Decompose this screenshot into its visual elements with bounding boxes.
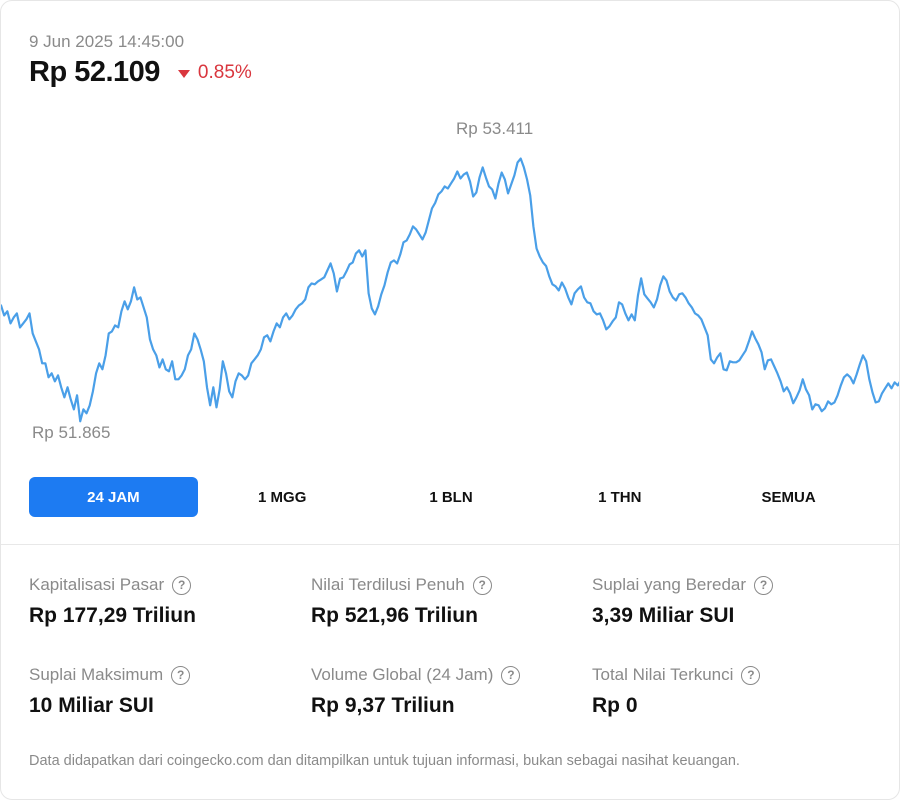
tab-1-thn[interactable]: 1 THN [598,488,642,506]
price-line [1,157,899,423]
stat-label: Total Nilai Terkunci [592,665,734,684]
price-change: 0.85% [177,61,252,84]
caret-down-icon [177,69,190,78]
price-change-percent: 0.85% [197,61,252,83]
price-chart[interactable] [1,101,899,451]
price-chart-svg [1,157,899,423]
stat-label: Kapitalisasi Pasar [29,575,165,594]
stat-value: Rp 521,96 Triliun [311,604,478,627]
price-timestamp: 9 Jun 2025 14:45:00 [29,32,185,51]
question-circle-icon[interactable]: ? [501,665,521,685]
timeframe-tabs: 24 JAM 1 MGG 1 BLN 1 THN SEMUA [29,477,873,517]
stat-label: Suplai yang Beredar [592,575,747,594]
price-row: Rp 52.109 0.85% [29,56,252,89]
stat-value: Rp 0 [592,694,638,717]
stat-value: Rp 177,29 Triliun [29,604,196,627]
tab-24-jam[interactable]: 24 JAM [29,477,198,517]
stat-max-supply: Suplai Maksimum ? 10 Miliar SUI [29,665,299,718]
disclaimer: Data didapatkan dari coingecko.com dan d… [29,753,740,769]
question-circle-icon[interactable]: ? [741,665,761,685]
stat-label: Suplai Maksimum [29,665,164,684]
stat-value: Rp 9,37 Triliun [311,694,455,717]
tab-semua[interactable]: SEMUA [761,488,816,506]
tab-1-mgg[interactable]: 1 MGG [258,488,307,506]
chart-low-label: Rp 51.865 [32,423,111,442]
stat-global-volume: Volume Global (24 Jam) ? Rp 9,37 Triliun [311,665,581,718]
stat-fully-diluted: Nilai Terdilusi Penuh ? Rp 521,96 Triliu… [311,575,581,628]
question-circle-icon[interactable]: ? [171,665,191,685]
divider [1,544,899,545]
stat-value: 10 Miliar SUI [29,694,154,717]
question-circle-icon[interactable]: ? [472,575,492,595]
stat-total-value-locked: Total Nilai Terkunci ? Rp 0 [592,665,862,718]
question-circle-icon[interactable]: ? [172,575,192,595]
tab-1-bln[interactable]: 1 BLN [429,488,473,506]
stat-label: Nilai Terdilusi Penuh [311,575,465,594]
current-price: Rp 52.109 [29,56,160,88]
stat-circulating-supply: Suplai yang Beredar ? 3,39 Miliar SUI [592,575,862,628]
stat-value: 3,39 Miliar SUI [592,604,735,627]
question-circle-icon[interactable]: ? [754,575,774,595]
stat-market-cap: Kapitalisasi Pasar ? Rp 177,29 Triliun [29,575,299,628]
stat-label: Volume Global (24 Jam) [311,665,494,684]
chart-high-label: Rp 53.411 [456,119,534,138]
